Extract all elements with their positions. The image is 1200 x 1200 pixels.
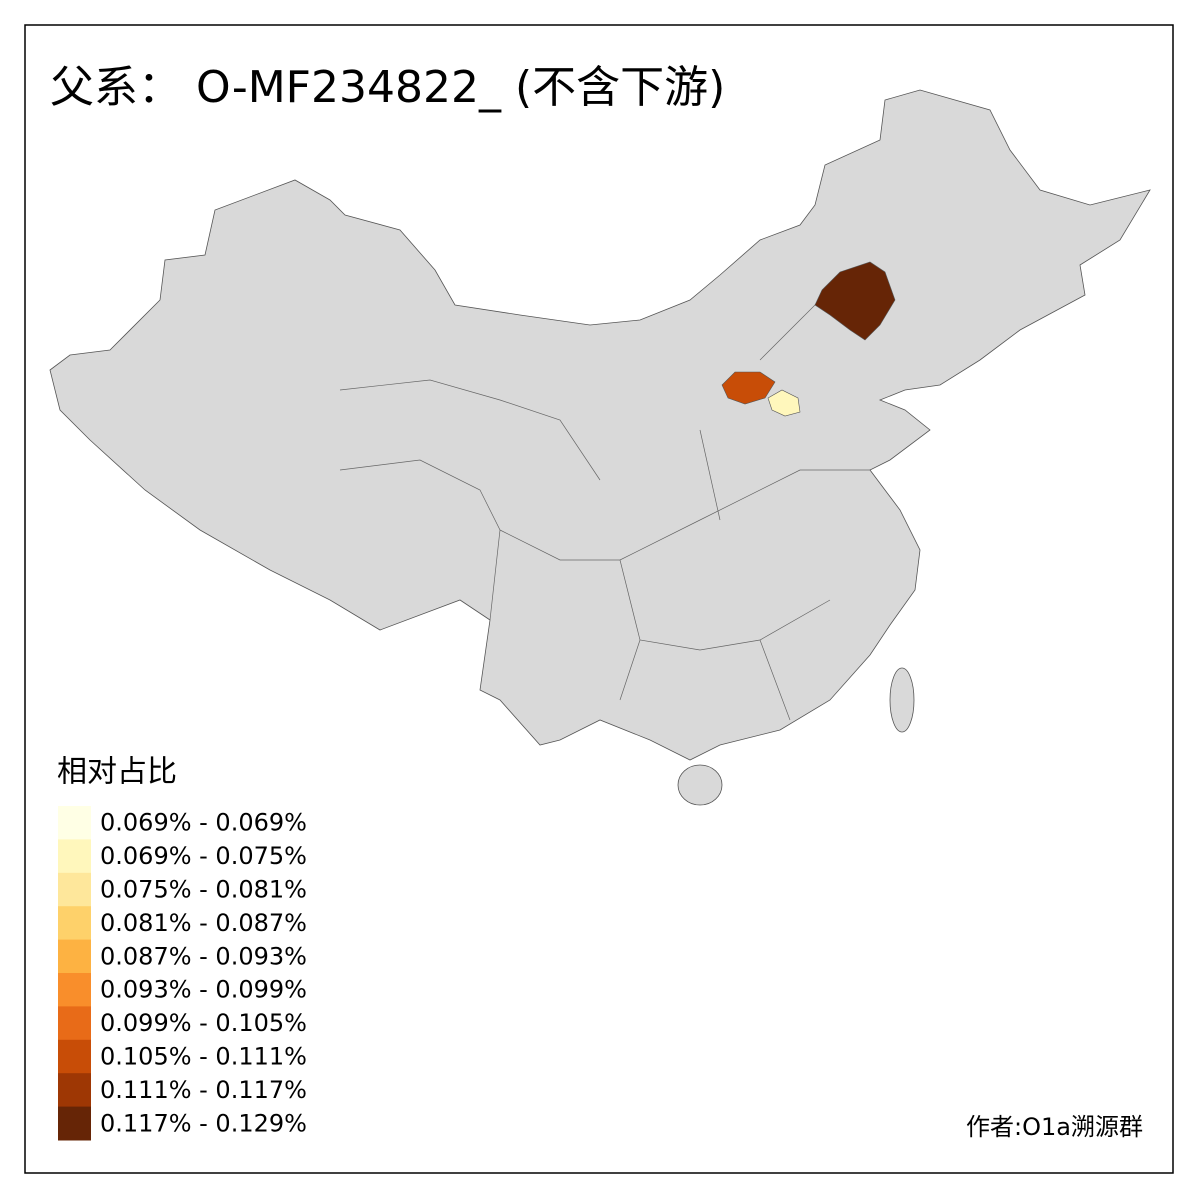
legend-label: 0.069% - 0.075% — [100, 842, 307, 870]
region-highlight — [814, 261, 896, 341]
legend-swatch — [58, 1106, 91, 1141]
region-highlight — [721, 371, 776, 405]
legend-swatch — [58, 1073, 91, 1108]
legend-swatch — [58, 872, 91, 907]
island — [677, 764, 723, 806]
legend-label: 0.081% - 0.087% — [100, 909, 307, 937]
legend-label: 0.069% - 0.069% — [100, 809, 307, 837]
legend-label: 0.093% - 0.099% — [100, 976, 307, 1004]
legend-swatch — [58, 806, 91, 840]
island — [889, 667, 915, 733]
province-borders — [339, 299, 870, 721]
legend-swatch — [58, 1039, 91, 1074]
map-title: 父系： O-MF234822_ (不含下游) — [50, 62, 725, 113]
legend-label: 0.117% - 0.129% — [100, 1109, 307, 1137]
legend-swatch — [58, 906, 91, 941]
country-shape — [49, 89, 1151, 761]
legend-swatch — [58, 939, 91, 974]
legend-label: 0.075% - 0.081% — [100, 876, 307, 904]
legend-title: 相对占比 — [57, 755, 177, 790]
legend-swatch — [58, 839, 91, 874]
legend-label: 0.111% - 0.117% — [100, 1076, 307, 1104]
legend-swatch — [58, 973, 91, 1007]
legend-swatch — [58, 1006, 91, 1041]
region-highlight — [767, 389, 801, 417]
legend-label: 0.105% - 0.111% — [100, 1043, 307, 1071]
credit: 作者:O1a溯源群 — [966, 1113, 1143, 1141]
legend-label: 0.087% - 0.093% — [100, 942, 307, 970]
legend-label: 0.099% - 0.105% — [100, 1009, 307, 1037]
